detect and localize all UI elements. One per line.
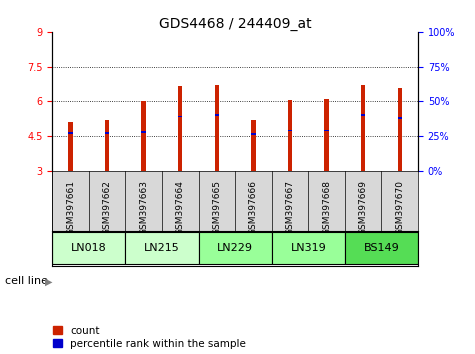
Bar <box>215 85 219 171</box>
Bar <box>398 87 402 171</box>
FancyBboxPatch shape <box>199 233 272 264</box>
Legend: count, percentile rank within the sample: count, percentile rank within the sample <box>53 326 247 349</box>
Text: GSM397665: GSM397665 <box>212 180 221 235</box>
Text: GSM397668: GSM397668 <box>322 180 331 235</box>
FancyBboxPatch shape <box>52 233 125 264</box>
Bar <box>142 102 146 171</box>
Bar <box>324 99 329 171</box>
Text: GSM397666: GSM397666 <box>249 180 258 235</box>
Text: GSM397667: GSM397667 <box>285 180 294 235</box>
FancyBboxPatch shape <box>345 233 418 264</box>
Text: GSM397669: GSM397669 <box>359 180 368 235</box>
Bar <box>251 120 256 171</box>
Text: cell line: cell line <box>5 276 48 286</box>
Text: BS149: BS149 <box>363 243 399 253</box>
Text: ▶: ▶ <box>45 276 53 286</box>
Bar <box>68 132 73 134</box>
Bar <box>142 131 146 132</box>
FancyBboxPatch shape <box>272 233 345 264</box>
FancyBboxPatch shape <box>125 233 199 264</box>
Bar <box>215 114 219 116</box>
Bar <box>288 100 292 171</box>
Bar <box>178 86 182 171</box>
Bar <box>288 130 292 131</box>
Bar <box>68 122 73 171</box>
Bar <box>361 114 365 116</box>
Bar <box>324 130 329 131</box>
Bar <box>251 133 256 135</box>
Text: LN229: LN229 <box>217 243 253 253</box>
Bar <box>398 117 402 119</box>
Bar <box>105 132 109 134</box>
Text: LN018: LN018 <box>71 243 107 253</box>
Text: GSM397662: GSM397662 <box>103 180 112 235</box>
Text: GSM397670: GSM397670 <box>395 180 404 235</box>
Text: LN215: LN215 <box>144 243 180 253</box>
Bar <box>178 116 182 118</box>
Text: LN319: LN319 <box>290 243 326 253</box>
Bar <box>105 120 109 171</box>
Bar <box>361 85 365 171</box>
Text: GSM397663: GSM397663 <box>139 180 148 235</box>
Text: GSM397664: GSM397664 <box>176 180 185 235</box>
Title: GDS4468 / 244409_at: GDS4468 / 244409_at <box>159 17 312 31</box>
Text: GSM397661: GSM397661 <box>66 180 75 235</box>
